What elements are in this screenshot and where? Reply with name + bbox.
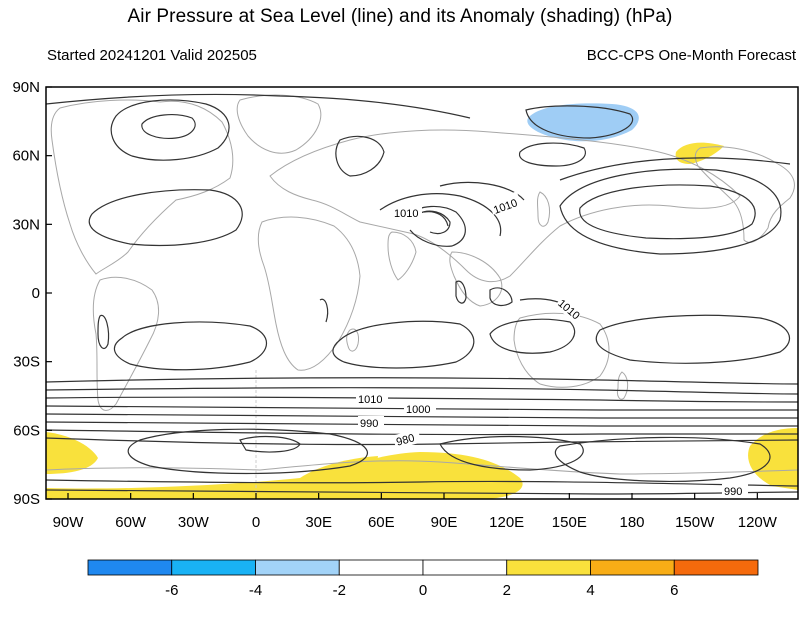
lon-tick-label: 120E xyxy=(489,514,524,531)
colorbar-swatch xyxy=(255,559,340,576)
colorbar-label: 0 xyxy=(419,582,427,599)
colorbar-swatch xyxy=(171,559,256,576)
coastline-south-america xyxy=(92,276,159,411)
isobar xyxy=(335,135,385,177)
colorbar-swatch xyxy=(338,559,424,576)
isobar xyxy=(518,142,586,167)
coastline-africa xyxy=(257,216,361,371)
isobar xyxy=(489,318,576,354)
lon-tick-label: 0 xyxy=(252,514,260,531)
isobar xyxy=(46,377,798,385)
isobar xyxy=(559,168,782,255)
isobar xyxy=(46,405,798,411)
isobar xyxy=(97,314,110,349)
colorbar-swatch xyxy=(506,559,591,576)
lon-tick-label: 90E xyxy=(431,514,458,531)
coastline-southeast-asia xyxy=(449,251,503,307)
chart-title: Air Pressure at Sea Level (line) and its… xyxy=(127,6,673,27)
lon-tick-label: 30W xyxy=(178,514,210,531)
positive-anomaly-region xyxy=(299,456,378,494)
positive-anomaly-region xyxy=(46,452,523,499)
isobar xyxy=(46,413,798,419)
isobar xyxy=(579,184,756,240)
colorbar: -6 -4 -2 0 2 4 6 xyxy=(87,559,759,599)
colorbar-swatch xyxy=(87,559,173,576)
colorbar-swatch xyxy=(590,559,675,576)
isobar xyxy=(554,436,771,482)
isobar xyxy=(319,298,329,323)
coastline-madagascar xyxy=(346,328,359,352)
contour-label: 1010 xyxy=(358,394,382,406)
pressure-contours xyxy=(46,93,798,495)
coastline-new-zealand xyxy=(617,371,629,400)
isobar xyxy=(489,287,513,307)
isobar xyxy=(88,189,243,247)
isobar xyxy=(332,320,475,369)
isobar xyxy=(525,105,634,139)
isobar xyxy=(559,157,791,181)
lon-tick-label: 120W xyxy=(738,514,778,531)
contour-label: 1010 xyxy=(394,208,418,220)
colorbar-label: 4 xyxy=(586,582,594,599)
contour-label: 990 xyxy=(724,486,742,498)
run-info: Started 20241201 Valid 202505 xyxy=(47,47,257,64)
coastline-antarctica xyxy=(46,460,798,475)
isobar xyxy=(113,321,267,371)
isobar xyxy=(455,280,467,304)
longitude-axis: 90W 60W 30W 0 30E 60E 90E 120E 150E 180 150W 120W xyxy=(53,493,778,531)
isobar xyxy=(595,314,791,364)
latitude-axis: 90N 60N 30N 0 30S 60S 90S xyxy=(12,79,52,508)
colorbar-label: -2 xyxy=(333,582,346,599)
isobar xyxy=(439,181,525,201)
isobar xyxy=(239,435,301,453)
lon-tick-label: 60W xyxy=(115,514,147,531)
anomaly-shading xyxy=(46,103,798,499)
colorbar-label: -6 xyxy=(165,582,178,599)
lat-tick-label: 30S xyxy=(13,354,40,371)
lat-tick-label: 90S xyxy=(13,491,40,508)
lon-tick-label: 150E xyxy=(552,514,587,531)
colorbar-swatch xyxy=(422,559,508,576)
isobar xyxy=(110,99,230,161)
isobar xyxy=(439,435,584,471)
colorbar-label: 6 xyxy=(670,582,678,599)
isobar xyxy=(379,193,502,237)
isobar xyxy=(46,429,798,436)
isobar xyxy=(46,479,798,487)
colorbar-label: -4 xyxy=(249,582,262,599)
contour-label: 980 xyxy=(395,432,416,448)
lon-tick-label: 90W xyxy=(53,514,85,531)
lon-tick-label: 60E xyxy=(368,514,395,531)
coastline-india xyxy=(387,231,417,281)
model-name: BCC-CPS One-Month Forecast xyxy=(586,47,796,64)
coastline-australia xyxy=(513,312,610,388)
positive-anomaly-region xyxy=(46,432,98,474)
lon-tick-label: 150W xyxy=(675,514,715,531)
colorbar-swatch xyxy=(673,559,759,576)
lat-tick-label: 0 xyxy=(32,285,40,302)
isobar xyxy=(423,211,449,227)
coastline-japan xyxy=(537,191,551,227)
isobar xyxy=(46,421,798,427)
coastline-north-america xyxy=(50,99,234,275)
lat-tick-label: 30N xyxy=(12,216,40,233)
isobar xyxy=(46,387,798,395)
isobar xyxy=(46,396,798,403)
isobar xyxy=(141,114,196,139)
positive-anomaly-region xyxy=(748,428,798,490)
lat-tick-label: 90N xyxy=(12,79,40,96)
contour-label: 990 xyxy=(360,418,378,430)
isobar xyxy=(127,428,369,475)
negative-anomaly-region xyxy=(527,103,639,142)
lat-tick-label: 60S xyxy=(13,422,40,439)
coastline-europe-asia xyxy=(269,129,741,283)
lat-tick-label: 60N xyxy=(12,148,40,165)
isobar xyxy=(46,93,471,119)
colorbar-label: 2 xyxy=(503,582,511,599)
contour-label: 1000 xyxy=(406,404,430,416)
lon-tick-label: 180 xyxy=(619,514,644,531)
isobar xyxy=(405,205,466,247)
lon-tick-label: 30E xyxy=(305,514,332,531)
